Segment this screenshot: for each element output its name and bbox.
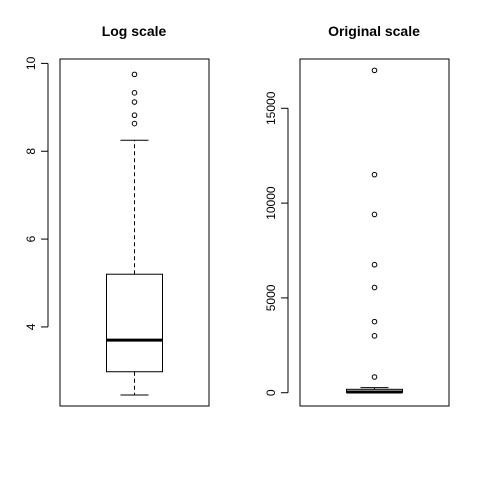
original-scale-outlier-point (371, 171, 378, 178)
log-scale-iqr-box (106, 273, 163, 373)
original-scale-y-tick-label: 10000 (264, 186, 278, 220)
log-scale-outlier-point (131, 99, 138, 105)
log-scale-title: Log scale (102, 23, 167, 39)
log-scale-plot-frame (59, 58, 210, 407)
log-scale-outlier-point (131, 90, 138, 96)
log-scale-panel: Log scale 4 6 8 10 (24, 23, 210, 407)
original-scale-outlier-point (371, 261, 378, 268)
original-scale-outlier-point (371, 318, 378, 325)
log-scale-outlier-point (131, 112, 138, 119)
log-scale-outlier-point (131, 71, 138, 78)
log-scale-y-tick-label: 8 (24, 148, 38, 155)
original-scale-outlier-point (371, 333, 378, 339)
original-scale-y-tick-label: 15000 (264, 91, 278, 125)
original-scale-plot-frame (299, 58, 450, 407)
original-scale-outlier-point (371, 284, 378, 291)
log-scale-y-tick-label: 4 (24, 323, 38, 330)
log-scale-outlier-point (131, 120, 138, 127)
original-scale-outlier-point (371, 211, 378, 218)
original-scale-y-tick-label: 5000 (264, 284, 278, 311)
original-scale-panel: Original scale 0 5000 10000 15000 (264, 23, 450, 407)
log-scale-y-tick-label: 6 (24, 235, 38, 242)
original-scale-title: Original scale (328, 23, 420, 39)
original-scale-outlier-point (371, 67, 378, 74)
original-scale-outlier-point (371, 374, 378, 380)
log-scale-y-tick-label: 10 (24, 56, 38, 70)
original-scale-y-tick-label: 0 (264, 389, 278, 396)
